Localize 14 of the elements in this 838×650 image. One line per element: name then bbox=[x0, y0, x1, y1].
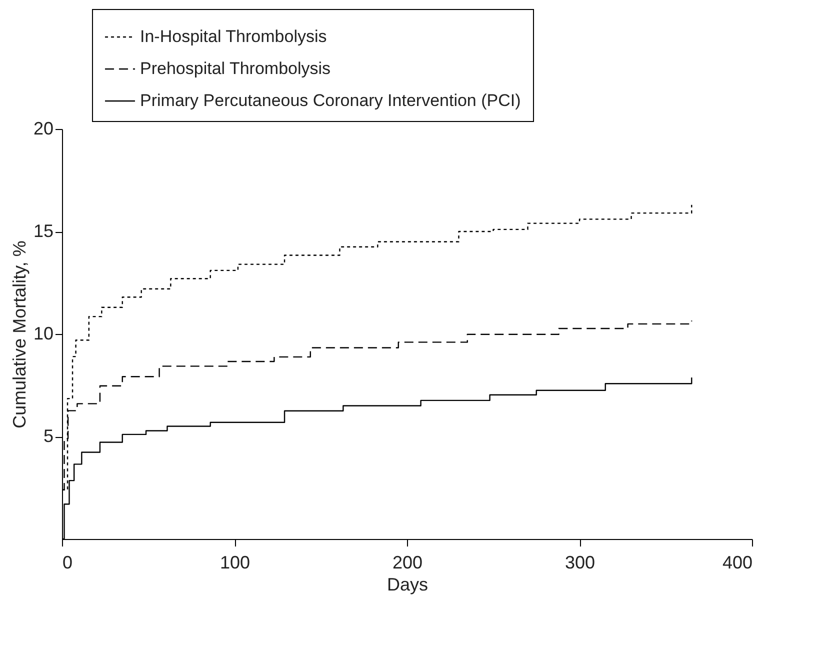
y-tick-label: 10 bbox=[33, 324, 54, 344]
legend-label: Primary Percutaneous Coronary Intervention (PCI) bbox=[140, 91, 521, 110]
x-tick-label: 0 bbox=[62, 552, 73, 572]
y-tick-label: 20 bbox=[33, 118, 54, 138]
x-axis-title: Days bbox=[386, 574, 428, 594]
legend-label: In-Hospital Thrombolysis bbox=[140, 27, 327, 46]
x-tick-label: 400 bbox=[722, 552, 752, 572]
legend-label: Prehospital Thrombolysis bbox=[140, 59, 331, 78]
x-tick-label: 200 bbox=[392, 552, 423, 572]
y-axis-title: Cumulative Mortality, % bbox=[9, 240, 30, 428]
y-tick-label: 5 bbox=[43, 426, 54, 446]
x-tick-label: 300 bbox=[564, 552, 596, 572]
x-tick-label: 100 bbox=[220, 552, 250, 572]
y-tick-label: 15 bbox=[33, 221, 54, 241]
